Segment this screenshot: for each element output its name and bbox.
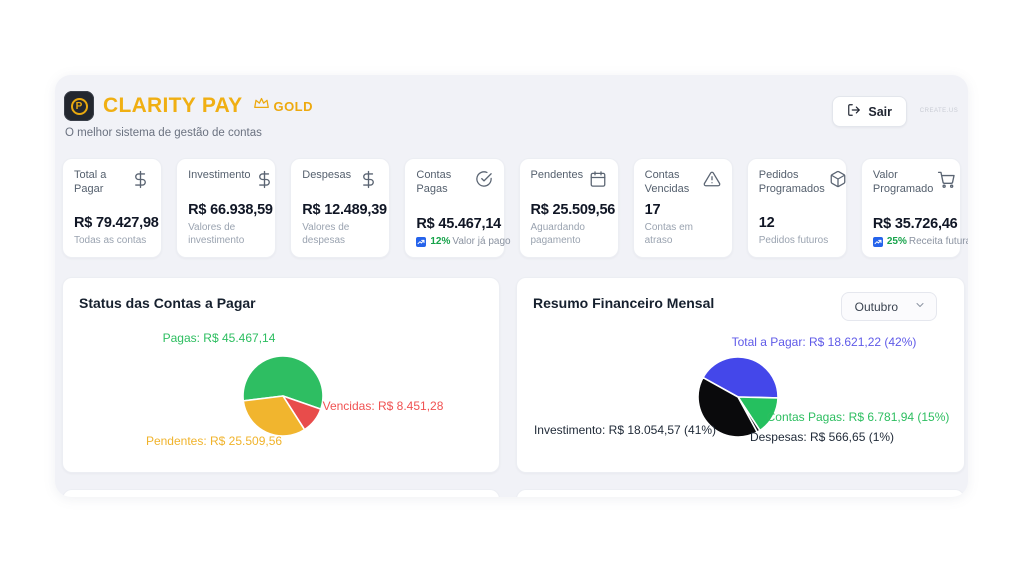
- pie-label-contas-pagas: Contas Pagas: R$ 6.781,94 (15%): [766, 410, 950, 424]
- stat-subtitle: Aguardando pagamento: [530, 222, 586, 246]
- stat-trend: 25% Receita futura: [872, 236, 968, 247]
- stat-card-investimento: Investimento R$ 66.938,59 Valores de inves…: [176, 158, 277, 258]
- dollar-icon: [131, 170, 150, 194]
- bottom-row: [62, 489, 965, 497]
- stat-subtitle: Contas em atraso: [644, 222, 693, 246]
- pie-label-investimento: Investimento: R$ 18.054,57 (41%): [533, 423, 717, 437]
- package-icon: [829, 170, 847, 193]
- trend-text: Receita futura: [908, 236, 968, 247]
- pie-slice-investimento[interactable]: [697, 376, 758, 438]
- trend-percent: 12%: [430, 236, 451, 247]
- panel-status-contas: Status das Contas a Pagar Pagas: R$ 45.4…: [62, 277, 500, 473]
- stat-title: Pendentes: [530, 169, 584, 181]
- pie-label-vencidas: Vencidas: R$ 8.451,28: [322, 399, 444, 413]
- stat-title: Contas Vencidas: [644, 169, 690, 195]
- stat-trend: 12% Valor já pago: [416, 236, 511, 247]
- trending-up-icon: [872, 236, 883, 247]
- stat-title: Total a Pagar: [74, 169, 107, 195]
- stat-card-despesas: Despesas R$ 12.489,39 Valores de despesas: [290, 158, 391, 258]
- tier-badge: GOLD: [253, 95, 313, 117]
- panel-title: Resumo Financeiro Mensal: [533, 295, 715, 311]
- partial-panel: [62, 489, 500, 497]
- stat-title: Contas Pagas: [416, 169, 452, 195]
- stat-subtitle: Valores de investimento: [188, 222, 245, 246]
- watermark: CREATE.US: [919, 108, 959, 115]
- partial-panel: [516, 489, 965, 497]
- stat-title: Despesas: [302, 169, 352, 181]
- month-select-value: Outubro: [854, 299, 898, 314]
- stat-title: Valor Programado: [872, 169, 934, 195]
- check-circle-icon: [475, 170, 493, 193]
- calendar-icon: [589, 170, 607, 193]
- stat-value: 17: [644, 202, 661, 218]
- pie-slice-pendentes[interactable]: [242, 395, 306, 437]
- stat-card-contas-vencidas: Contas Vencidas 17 Contas em atraso: [632, 158, 733, 258]
- month-select[interactable]: Outubro: [840, 292, 937, 321]
- warning-triangle-icon: [703, 170, 721, 193]
- tagline: O melhor sistema de gestão de contas: [65, 127, 262, 139]
- logout-icon: [847, 103, 861, 120]
- dashboard-container: P CLARITY PAY GOLD O melhor sistema de g…: [55, 75, 968, 497]
- pie-label-total-a-pagar: Total a Pagar: R$ 18.621,22 (42%): [731, 335, 917, 349]
- app-logo: P: [64, 91, 94, 121]
- stat-subtitle: Todas as contas: [74, 234, 147, 246]
- dollar-icon: [359, 170, 378, 194]
- logout-label: Sair: [868, 104, 892, 119]
- app-title: CLARITY PAY: [103, 94, 243, 117]
- brand-block: P CLARITY PAY GOLD O melhor sistema de g…: [64, 91, 313, 139]
- tier-label: GOLD: [273, 98, 314, 114]
- stat-card-valor-programado: Valor Programado R$ 35.726,46 25% Receita f…: [860, 158, 968, 258]
- stat-value: R$ 25.509,56: [530, 202, 616, 218]
- stat-card-contas-pagas: Contas Pagas R$ 45.467,14 12% Valor já pago: [404, 158, 511, 258]
- pie-chart-status-contas: [242, 355, 324, 437]
- charts-row: Status das Contas a Pagar Pagas: R$ 45.4…: [62, 277, 965, 473]
- crown-icon: [253, 95, 270, 117]
- stat-card-pedidos-programados: Pedidos Programados 12 Pedidos futuros: [746, 158, 847, 258]
- stat-card-pendentes: Pendentes R$ 25.509,56 Aguardando pagament…: [518, 158, 619, 258]
- pie-chart-resumo-mensal: [697, 356, 779, 438]
- coin-icon: P: [70, 97, 88, 115]
- stat-subtitle: Valores de despesas: [302, 222, 350, 246]
- trend-percent: 25%: [886, 236, 907, 247]
- trend-text: Valor já pago: [452, 236, 511, 247]
- header: P CLARITY PAY GOLD O melhor sistema de g…: [64, 91, 959, 139]
- chevron-down-icon: [914, 299, 926, 314]
- pie-label-pagas: Pagas: R$ 45.467,14: [162, 331, 276, 345]
- pie-slice-pagas[interactable]: [242, 355, 324, 410]
- stat-subtitle: Pedidos futuros: [758, 234, 829, 246]
- stat-value: R$ 66.938,59: [188, 202, 273, 218]
- pie-label-despesas: Despesas: R$ 566,65 (1%): [749, 430, 895, 444]
- logout-button[interactable]: Sair: [832, 96, 907, 127]
- cart-icon: [937, 170, 956, 194]
- stat-card-total-a-pagar: Total a Pagar R$ 79.427,98 Todas as contas: [62, 158, 163, 258]
- stat-value: 12: [758, 214, 775, 231]
- stat-value: R$ 35.726,46: [872, 216, 958, 232]
- pie-label-pendentes: Pendentes: R$ 25.509,56: [145, 434, 283, 448]
- stat-title: Pedidos Programados: [758, 169, 825, 195]
- trending-up-icon: [416, 236, 427, 247]
- stat-value: R$ 12.489,39: [302, 202, 387, 218]
- stat-value: R$ 45.467,14: [416, 216, 502, 232]
- stat-title: Investimento: [188, 169, 251, 181]
- panel-resumo-mensal: Resumo Financeiro Mensal Outubro Total a…: [516, 277, 965, 473]
- panel-title: Status das Contas a Pagar: [79, 295, 256, 311]
- stats-row: Total a Pagar R$ 79.427,98 Todas as contas…: [62, 158, 968, 258]
- dollar-icon: [255, 170, 274, 194]
- stat-value: R$ 79.427,98: [74, 214, 159, 231]
